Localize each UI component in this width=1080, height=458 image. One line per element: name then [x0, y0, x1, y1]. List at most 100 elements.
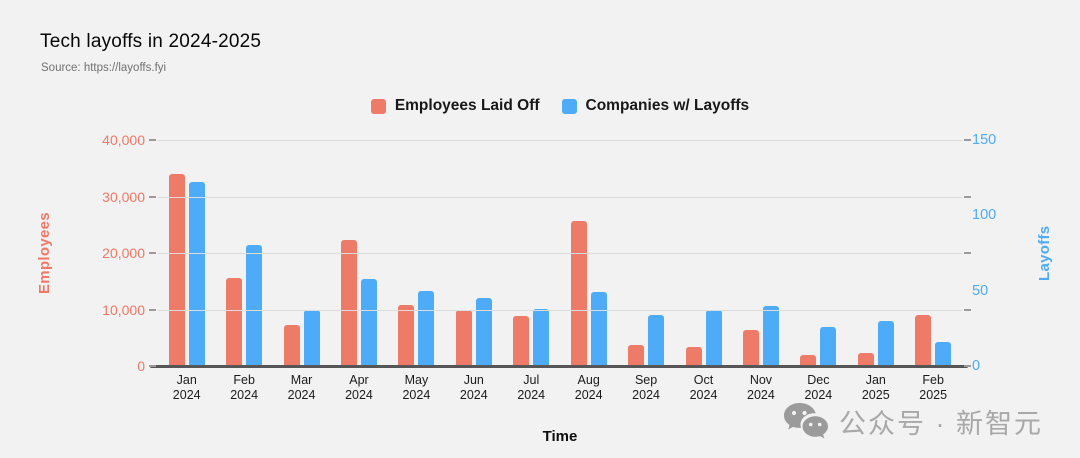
legend-item: Employees Laid Off [370, 97, 540, 115]
bar-group [273, 140, 330, 366]
watermark-text: 公众号 · 新智元 [839, 409, 1043, 439]
bar-companies [188, 182, 205, 366]
bar-employees [742, 330, 759, 366]
bar-employees [800, 354, 817, 366]
bar-companies [935, 341, 952, 366]
bar-employees [915, 315, 932, 366]
x-tick-year: 2024 [230, 387, 259, 402]
x-tick-month: Aug [577, 373, 600, 387]
bar-companies [705, 310, 722, 366]
x-tick-month: Jan [176, 373, 197, 387]
axis-tick-mark [964, 365, 971, 367]
x-tick-label: Jan 2024 [158, 373, 215, 403]
bar-employees [455, 309, 472, 366]
right-axis-title: Layoffs [1036, 225, 1053, 281]
x-tick-label: Nov 2024 [732, 373, 789, 403]
bar-companies [475, 298, 492, 366]
bar-group [675, 140, 732, 366]
axis-tick-mark [149, 139, 156, 141]
axis-tick-mark [149, 195, 156, 198]
legend-swatch [370, 98, 386, 114]
bar-series-container [158, 140, 962, 366]
x-tick-label: Sep 2024 [617, 373, 674, 403]
left-axis-tick-label: 40,000 [102, 132, 145, 148]
x-tick-month: Feb [233, 373, 255, 387]
x-tick-label: Jul 2024 [503, 373, 560, 403]
x-tick-month: Feb [922, 373, 944, 387]
gridline [158, 253, 962, 254]
x-tick-label: Dec 2024 [790, 373, 847, 403]
x-tick-label: Feb 2025 [904, 373, 961, 403]
x-tick-year: 2024 [402, 387, 431, 402]
bar-companies [590, 292, 607, 366]
watermark: 公众号 · 新智元 [782, 401, 1043, 442]
bar-employees [398, 304, 415, 366]
x-tick-month: Dec [807, 373, 830, 387]
wechat-icon [784, 403, 828, 439]
x-axis-baseline [150, 365, 968, 368]
x-tick-month: Sep [634, 373, 658, 387]
legend-item: Companies w/ Layoffs [561, 97, 749, 115]
right-axis-tick-label: 50 [972, 282, 989, 299]
x-tick-month: Jan [865, 373, 886, 387]
x-tick-year: 2024 [345, 387, 373, 402]
bar-companies [418, 290, 435, 366]
bar-group [330, 140, 387, 366]
axis-tick-mark [964, 252, 971, 254]
x-tick-label: Aug 2024 [560, 373, 617, 403]
x-tick-label: Jan 2025 [847, 373, 904, 403]
x-tick-month: May [404, 373, 429, 387]
bar-group [847, 140, 904, 366]
bar-companies [762, 305, 779, 366]
x-tick-month: Jun [463, 373, 484, 387]
bar-group [790, 140, 847, 366]
right-axis-tick-label: 150 [972, 132, 997, 148]
bar-employees [513, 316, 530, 366]
left-axis-title: Employees [36, 212, 53, 294]
bar-employees [570, 221, 587, 366]
x-tick-year: 2024 [689, 387, 718, 402]
x-tick-year: 2024 [517, 387, 546, 402]
bar-companies [303, 310, 320, 366]
x-tick-year: 2025 [919, 387, 948, 402]
x-tick-year: 2024 [287, 387, 316, 402]
x-tick-month: Oct [693, 373, 714, 387]
axis-tick-mark [964, 139, 971, 141]
right-axis-tick-labels: 150 100 50 0 [972, 132, 1032, 374]
left-axis-tick-labels: 40,000 30,000 20,000 10,000 0 [55, 132, 145, 374]
bar-companies [820, 326, 837, 366]
legend-label: Employees Laid Off [394, 97, 540, 114]
chart-legend: Employees Laid Off Companies w/ Layoffs [158, 97, 962, 115]
plot-area [149, 139, 971, 368]
bar-employees [685, 346, 702, 366]
legend-swatch [561, 98, 577, 114]
bar-companies [533, 308, 550, 366]
axis-tick-mark [149, 252, 156, 254]
bar-companies [360, 278, 377, 366]
axis-tick-mark [149, 365, 156, 367]
chart-title: Tech layoffs in 2024-2025 [40, 31, 262, 52]
x-tick-label: Apr 2024 [330, 373, 387, 403]
x-tick-label: May 2024 [388, 373, 445, 403]
gridline [158, 140, 962, 141]
bar-employees [628, 345, 645, 366]
x-tick-label: Feb 2024 [215, 373, 272, 403]
bar-employees [168, 173, 185, 366]
bar-group [158, 140, 215, 366]
x-tick-year: 2024 [574, 387, 603, 402]
chart-source: Source: https://layoffs.fyi [41, 62, 167, 74]
axis-tick-mark [964, 195, 971, 198]
bar-companies [648, 314, 665, 366]
left-axis-tick-label: 30,000 [102, 188, 145, 205]
left-axis-tick-label: 20,000 [102, 245, 145, 261]
x-tick-year: 2024 [747, 387, 775, 402]
bar-companies [877, 320, 894, 366]
bar-group [732, 140, 789, 366]
gridline [158, 309, 962, 311]
gridline [158, 196, 962, 198]
bar-group [904, 140, 961, 366]
x-tick-label: Mar 2024 [273, 373, 330, 403]
bar-companies [246, 245, 263, 366]
axis-tick-mark [149, 308, 156, 311]
